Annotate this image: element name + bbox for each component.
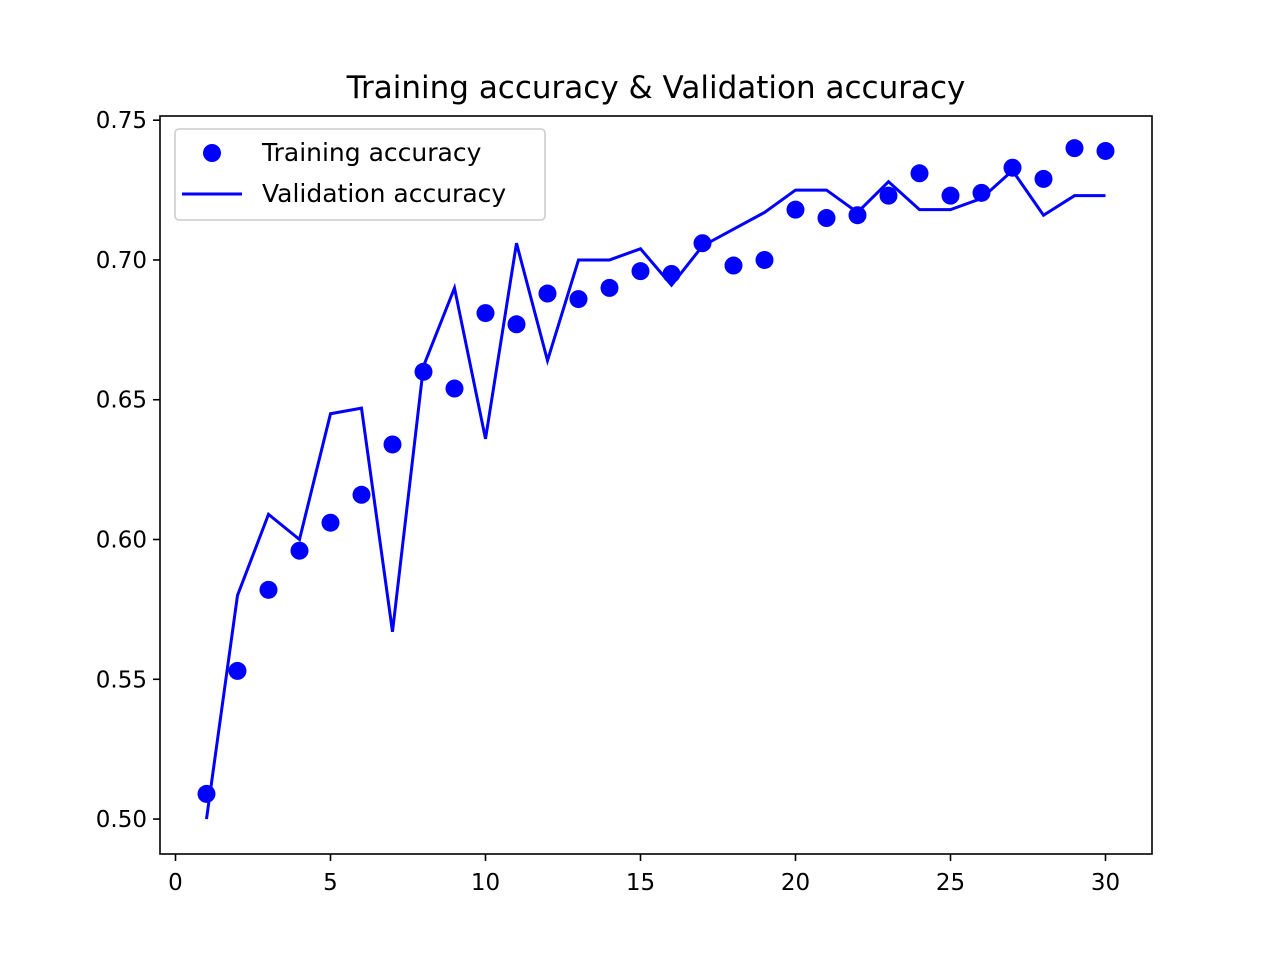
data-point-training-24 bbox=[910, 164, 929, 183]
x-tick-label: 10 bbox=[471, 870, 500, 896]
data-point-training-27 bbox=[1003, 158, 1022, 177]
y-tick-label: 0.70 bbox=[96, 248, 147, 274]
data-point-training-22 bbox=[848, 206, 867, 225]
data-point-training-25 bbox=[941, 186, 960, 205]
data-point-training-2 bbox=[228, 661, 247, 680]
data-point-training-21 bbox=[817, 209, 836, 228]
y-tick-label: 0.75 bbox=[96, 108, 147, 134]
ticks-layer: 0 5 10 15 20 25 30 0.50 0.55 0.60 0.65 0.70 0.75 bbox=[96, 108, 1120, 896]
axes-frame bbox=[159, 115, 1153, 855]
y-tick-label: 0.50 bbox=[96, 807, 147, 833]
data-point-training-15 bbox=[631, 262, 650, 281]
legend-marker-training bbox=[203, 144, 221, 162]
data-point-training-23 bbox=[879, 186, 898, 205]
data-point-training-26 bbox=[972, 183, 991, 202]
legend-label-training: Training accuracy bbox=[261, 138, 482, 167]
data-point-training-29 bbox=[1065, 139, 1084, 158]
x-tick-label: 30 bbox=[1091, 870, 1120, 896]
x-tick-label: 20 bbox=[781, 870, 810, 896]
marks-layer bbox=[197, 139, 1115, 820]
data-point-training-1 bbox=[197, 784, 216, 803]
data-point-training-20 bbox=[786, 200, 805, 219]
data-point-training-6 bbox=[352, 485, 371, 504]
data-point-training-28 bbox=[1034, 169, 1053, 188]
data-point-training-18 bbox=[724, 256, 743, 275]
data-point-training-9 bbox=[445, 379, 464, 398]
data-point-training-30 bbox=[1096, 141, 1115, 160]
y-tick-label: 0.65 bbox=[96, 388, 147, 414]
x-tick-label: 0 bbox=[168, 870, 183, 896]
series-line-validation bbox=[205, 168, 1106, 820]
x-tick-label: 25 bbox=[936, 870, 965, 896]
legend: Training accuracy Validation accuracy bbox=[174, 128, 546, 221]
data-point-training-7 bbox=[383, 435, 402, 454]
data-point-training-4 bbox=[290, 541, 309, 560]
y-tick-label: 0.60 bbox=[96, 528, 147, 554]
data-point-training-13 bbox=[569, 290, 588, 309]
x-tick-label: 15 bbox=[626, 870, 655, 896]
data-point-training-14 bbox=[600, 278, 619, 297]
data-point-training-3 bbox=[259, 580, 278, 599]
chart-title: Training accuracy & Validation accuracy bbox=[346, 70, 966, 106]
data-point-training-8 bbox=[414, 362, 433, 381]
legend-box bbox=[174, 128, 546, 221]
data-point-training-5 bbox=[321, 513, 340, 532]
data-point-training-17 bbox=[693, 234, 712, 253]
y-tick-label: 0.55 bbox=[96, 667, 147, 693]
data-point-training-10 bbox=[476, 304, 495, 323]
data-point-training-12 bbox=[538, 284, 557, 303]
x-tick-label: 5 bbox=[323, 870, 338, 896]
data-point-training-16 bbox=[662, 264, 681, 283]
data-point-training-19 bbox=[755, 250, 774, 269]
legend-label-validation: Validation accuracy bbox=[262, 179, 506, 208]
data-point-training-11 bbox=[507, 315, 526, 334]
